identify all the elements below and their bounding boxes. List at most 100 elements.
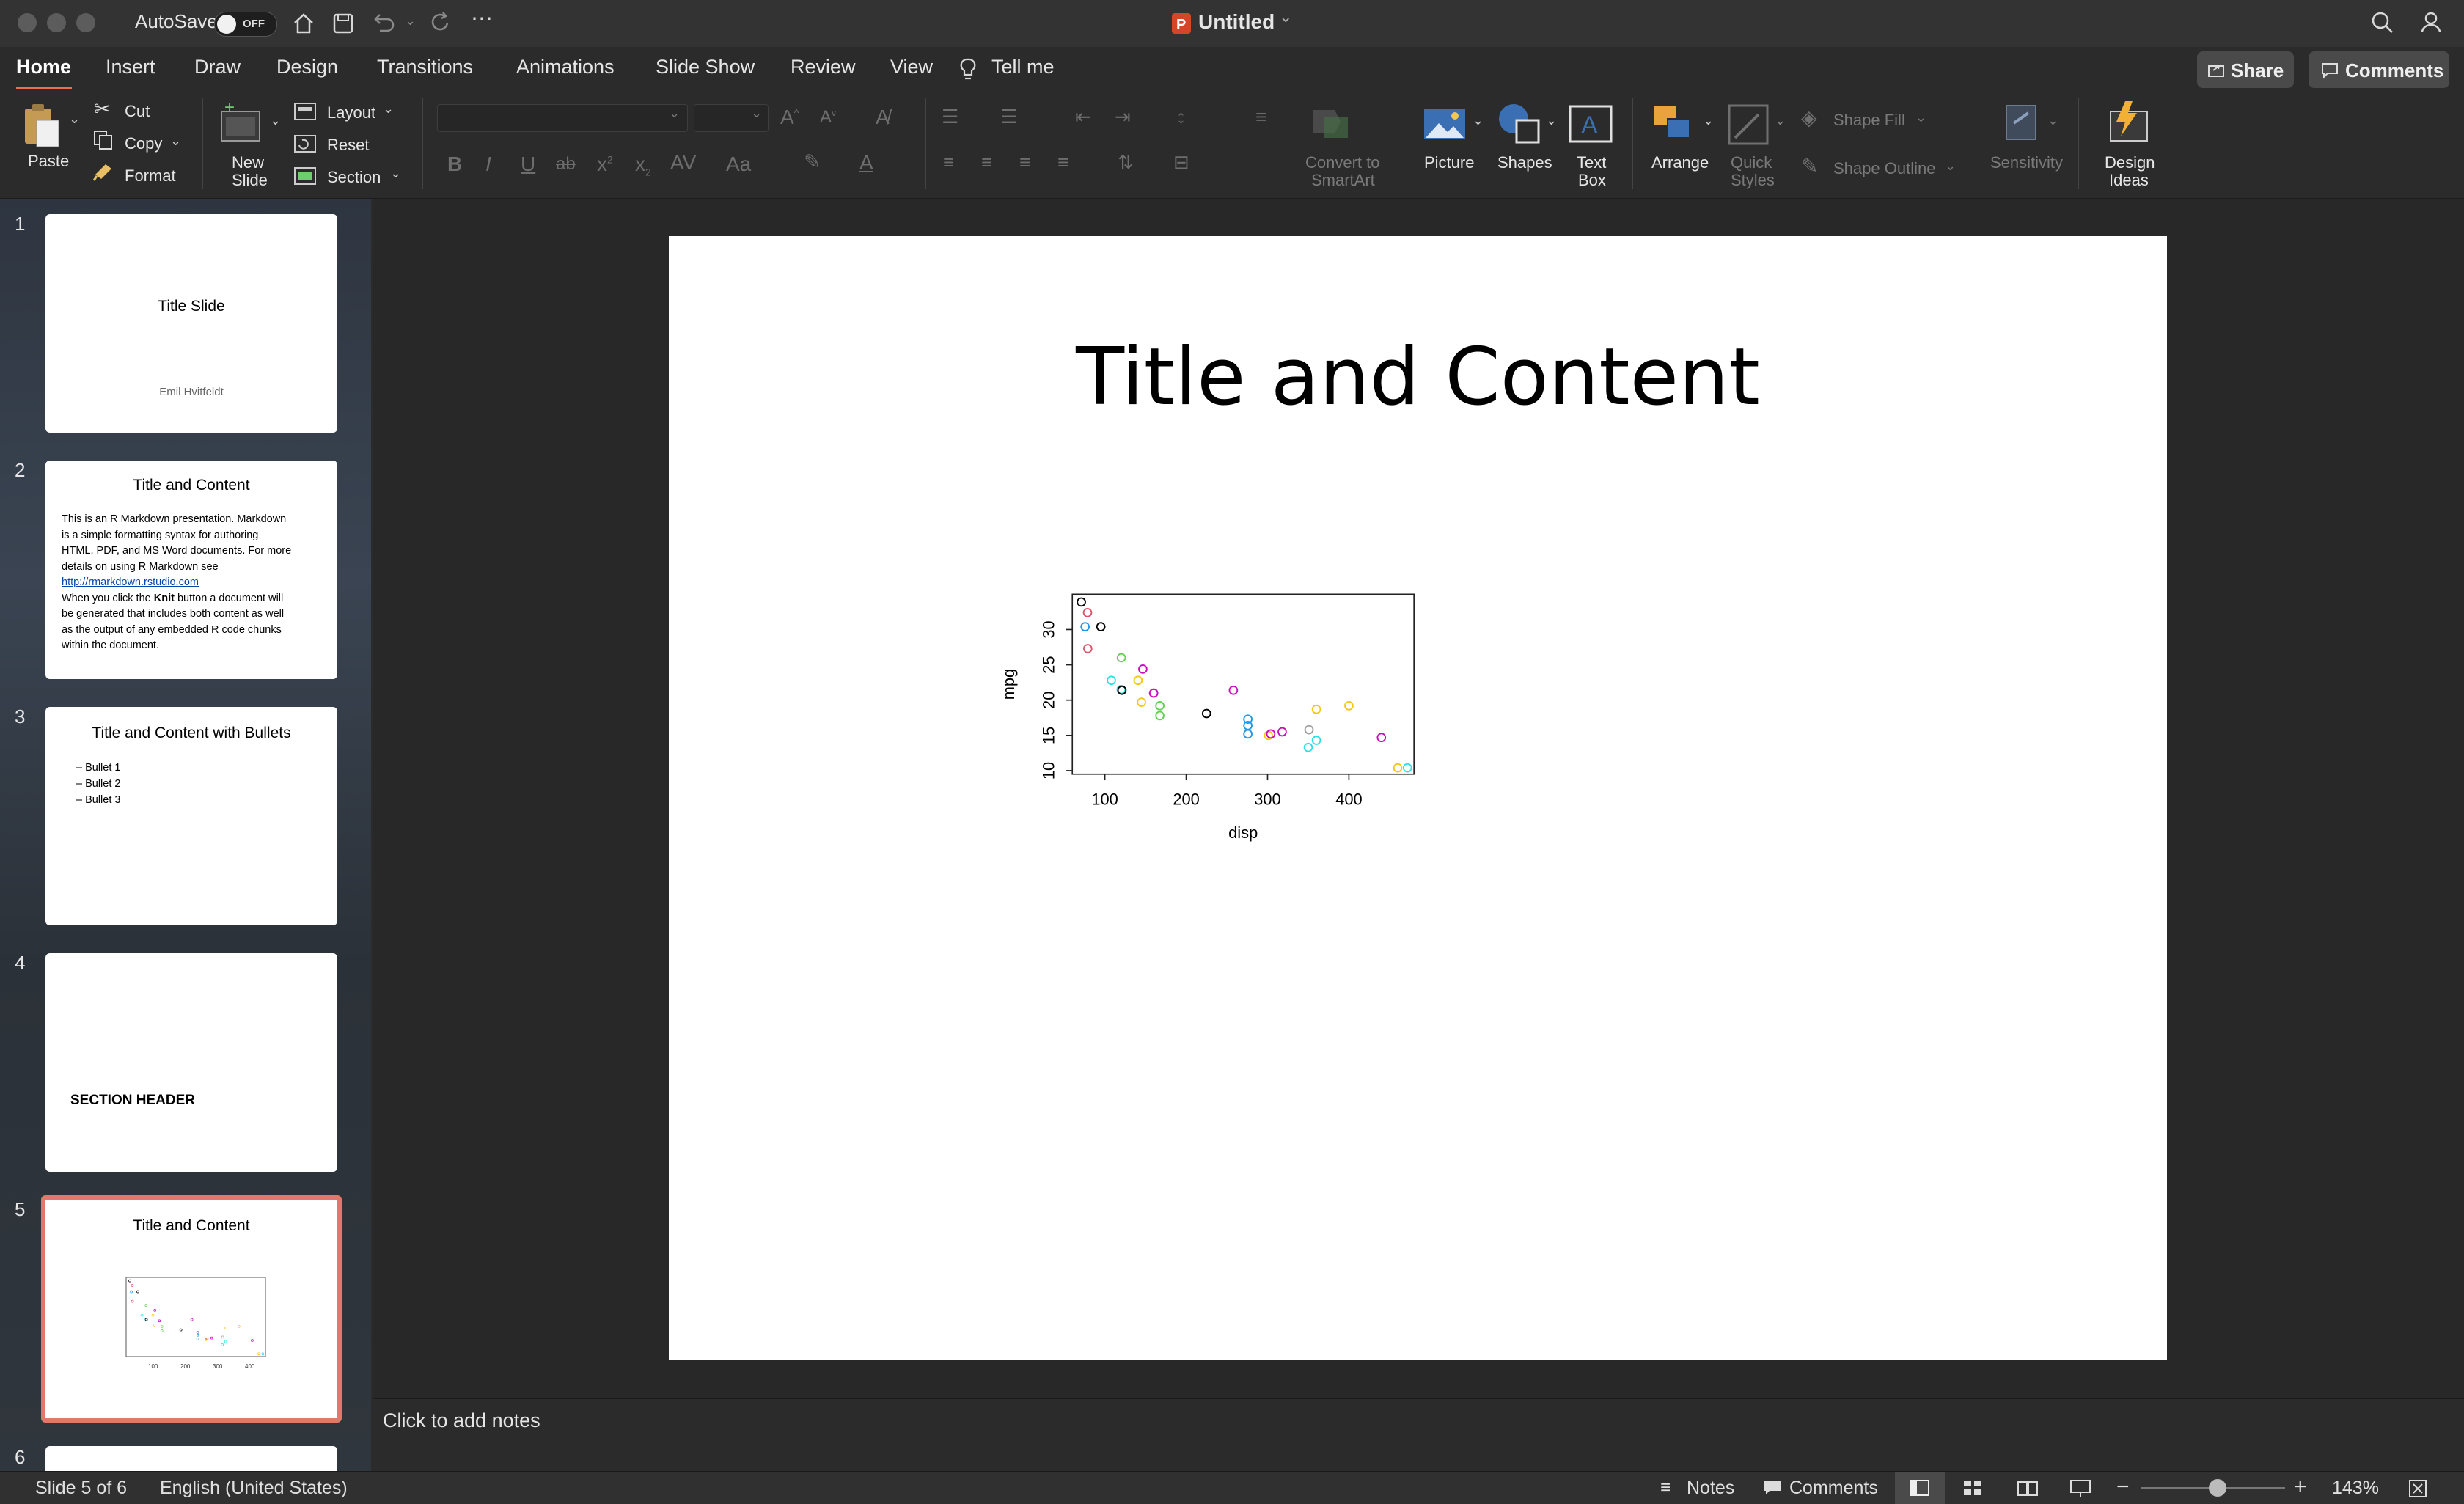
align-text-icon[interactable]: ⊟ — [1173, 151, 1189, 173]
slide-thumbnail-6[interactable] — [45, 1446, 337, 1471]
justify-icon[interactable]: ≡ — [1057, 151, 1069, 173]
language-indicator[interactable]: English (United States) — [160, 1478, 348, 1498]
line-spacing-icon[interactable]: ↕ — [1176, 106, 1186, 128]
shrink-font-icon[interactable]: Av — [820, 107, 837, 127]
tab-review[interactable]: Review — [791, 56, 856, 78]
slide-title[interactable]: Title and Content — [1076, 331, 1760, 423]
redo-icon[interactable] — [428, 10, 453, 35]
highlight-icon[interactable]: ✎ — [804, 150, 821, 173]
shape-outline-button[interactable]: Shape Outline — [1833, 159, 1936, 177]
slide-thumbnail-4[interactable]: SECTION HEADER — [45, 953, 337, 1172]
format-painter-button[interactable]: Format — [125, 166, 176, 185]
italic-icon[interactable]: I — [485, 153, 491, 175]
notes-toggle-button[interactable]: Notes — [1687, 1478, 1735, 1498]
increase-indent-icon[interactable]: ⇥ — [1115, 106, 1131, 128]
tab-transitions[interactable]: Transitions — [377, 56, 474, 78]
comments-toggle-button[interactable]: Comments — [1789, 1478, 1878, 1498]
slideshow-view-icon[interactable] — [2069, 1479, 2091, 1498]
section-button[interactable]: Section — [327, 168, 381, 186]
text-direction-icon[interactable]: ⇅ — [1118, 151, 1134, 173]
tab-design[interactable]: Design — [276, 56, 339, 78]
shape-fill-dropdown-icon[interactable]: ⌄ — [1915, 110, 1927, 125]
picture-icon[interactable] — [1423, 106, 1468, 142]
shape-fill-button[interactable]: Shape Fill — [1833, 111, 1905, 129]
shape-outline-dropdown-icon[interactable]: ⌄ — [1945, 158, 1957, 173]
decrease-indent-icon[interactable]: ⇤ — [1075, 106, 1091, 128]
zoom-in-icon[interactable]: + — [2294, 1475, 2307, 1499]
zoom-window-button[interactable] — [76, 13, 95, 32]
comments-button[interactable]: Comments — [2309, 51, 2449, 88]
sensitivity-dropdown-icon[interactable]: ⌄ — [2047, 113, 2059, 128]
shapes-dropdown-icon[interactable]: ⌄ — [1546, 113, 1558, 128]
shapes-icon[interactable] — [1496, 101, 1541, 144]
scatter-plot[interactable]: 100 200 300 400 10 15 20 25 30 disp mpg — [874, 588, 1461, 1028]
new-slide-dropdown-icon[interactable]: ⌄ — [270, 113, 282, 128]
tab-animations[interactable]: Animations — [516, 56, 615, 78]
slide-thumbnail-3[interactable]: Title and Content with Bullets – Bullet … — [45, 707, 337, 925]
paste-dropdown-icon[interactable]: ⌄ — [69, 111, 81, 126]
slide-canvas[interactable]: Title and Content 100 200 300 400 10 15 20 25 30… — [669, 236, 2167, 1360]
zoom-level[interactable]: 143% — [2332, 1478, 2379, 1498]
home-icon[interactable] — [292, 12, 315, 35]
slide-thumbnail-2[interactable]: Title and Content This is an R Markdown … — [45, 461, 337, 679]
account-icon[interactable] — [2420, 10, 2446, 35]
strikethrough-icon[interactable]: ab — [556, 154, 576, 174]
save-icon[interactable] — [331, 12, 355, 35]
align-right-icon[interactable]: ≡ — [1019, 151, 1031, 173]
paste-icon[interactable] — [21, 101, 65, 150]
slide-thumbnail-panel[interactable]: 1 Title Slide Emil Hvitfeldt 2 Title and… — [0, 199, 371, 1471]
bold-icon[interactable]: B — [447, 153, 463, 175]
undo-icon[interactable] — [371, 10, 396, 35]
columns-icon[interactable]: ≡ — [1255, 106, 1267, 128]
arrange-dropdown-icon[interactable]: ⌄ — [1703, 113, 1715, 128]
tab-slide-show[interactable]: Slide Show — [656, 56, 755, 78]
quick-styles-dropdown-icon[interactable]: ⌄ — [1775, 113, 1786, 128]
fit-to-window-icon[interactable] — [2408, 1479, 2427, 1498]
section-dropdown-icon[interactable]: ⌄ — [390, 166, 402, 180]
superscript-icon[interactable]: x2 — [597, 153, 613, 175]
document-title[interactable]: Untitled — [1198, 10, 1275, 33]
quick-styles-icon[interactable] — [1726, 103, 1770, 147]
share-button[interactable]: Share — [2197, 51, 2294, 88]
font-family-dropdown[interactable] — [437, 104, 688, 132]
more-icon[interactable]: ⋯ — [471, 7, 493, 31]
tab-view[interactable]: View — [890, 56, 934, 78]
underline-icon[interactable]: U — [521, 153, 536, 175]
zoom-slider-thumb[interactable] — [2209, 1479, 2226, 1497]
sensitivity-icon[interactable] — [2001, 100, 2042, 144]
layout-dropdown-icon[interactable]: ⌄ — [383, 101, 395, 116]
autosave-toggle[interactable]: OFF — [214, 12, 277, 37]
reset-button[interactable]: Reset — [327, 136, 370, 154]
layout-button[interactable]: Layout — [327, 103, 376, 122]
zoom-out-icon[interactable]: − — [2116, 1475, 2130, 1499]
cut-button[interactable]: Cut — [125, 102, 150, 120]
align-left-icon[interactable]: ≡ — [943, 151, 955, 173]
font-size-dropdown[interactable] — [694, 104, 769, 132]
normal-view-button[interactable] — [1895, 1472, 1945, 1504]
title-chevron-down-icon[interactable]: ⌄ — [1279, 7, 1293, 26]
grow-font-icon[interactable]: A^ — [780, 106, 799, 128]
copy-button[interactable]: Copy — [125, 134, 163, 153]
notes-pane[interactable]: Click to add notes — [373, 1398, 2464, 1472]
numbering-icon[interactable]: ☰ — [1000, 106, 1018, 128]
copy-dropdown-icon[interactable]: ⌄ — [170, 133, 182, 148]
reading-view-icon[interactable] — [2017, 1479, 2039, 1497]
arrange-icon[interactable] — [1651, 103, 1695, 144]
tab-draw[interactable]: Draw — [194, 56, 241, 78]
slide-thumbnail-1[interactable]: Title Slide Emil Hvitfeldt — [45, 214, 337, 433]
slide-thumbnail-5[interactable]: Title and Content 100 200 300 400 — [41, 1195, 342, 1423]
bullets-icon[interactable]: ☰ — [942, 106, 959, 128]
tab-insert[interactable]: Insert — [106, 56, 155, 78]
subscript-icon[interactable]: x2 — [635, 153, 651, 178]
search-icon[interactable] — [2370, 10, 2395, 35]
minimize-window-button[interactable] — [47, 13, 66, 32]
smartart-icon[interactable] — [1308, 107, 1352, 141]
align-center-icon[interactable]: ≡ — [981, 151, 993, 173]
tab-home[interactable]: Home — [16, 56, 72, 78]
close-window-button[interactable] — [18, 13, 37, 32]
change-case-icon[interactable]: Aa — [726, 153, 752, 175]
font-color-icon[interactable]: A — [859, 151, 873, 174]
tell-me-search[interactable]: Tell me — [991, 56, 1055, 78]
notes-placeholder[interactable]: Click to add notes — [383, 1409, 540, 1431]
character-spacing-icon[interactable]: AV — [670, 151, 697, 174]
